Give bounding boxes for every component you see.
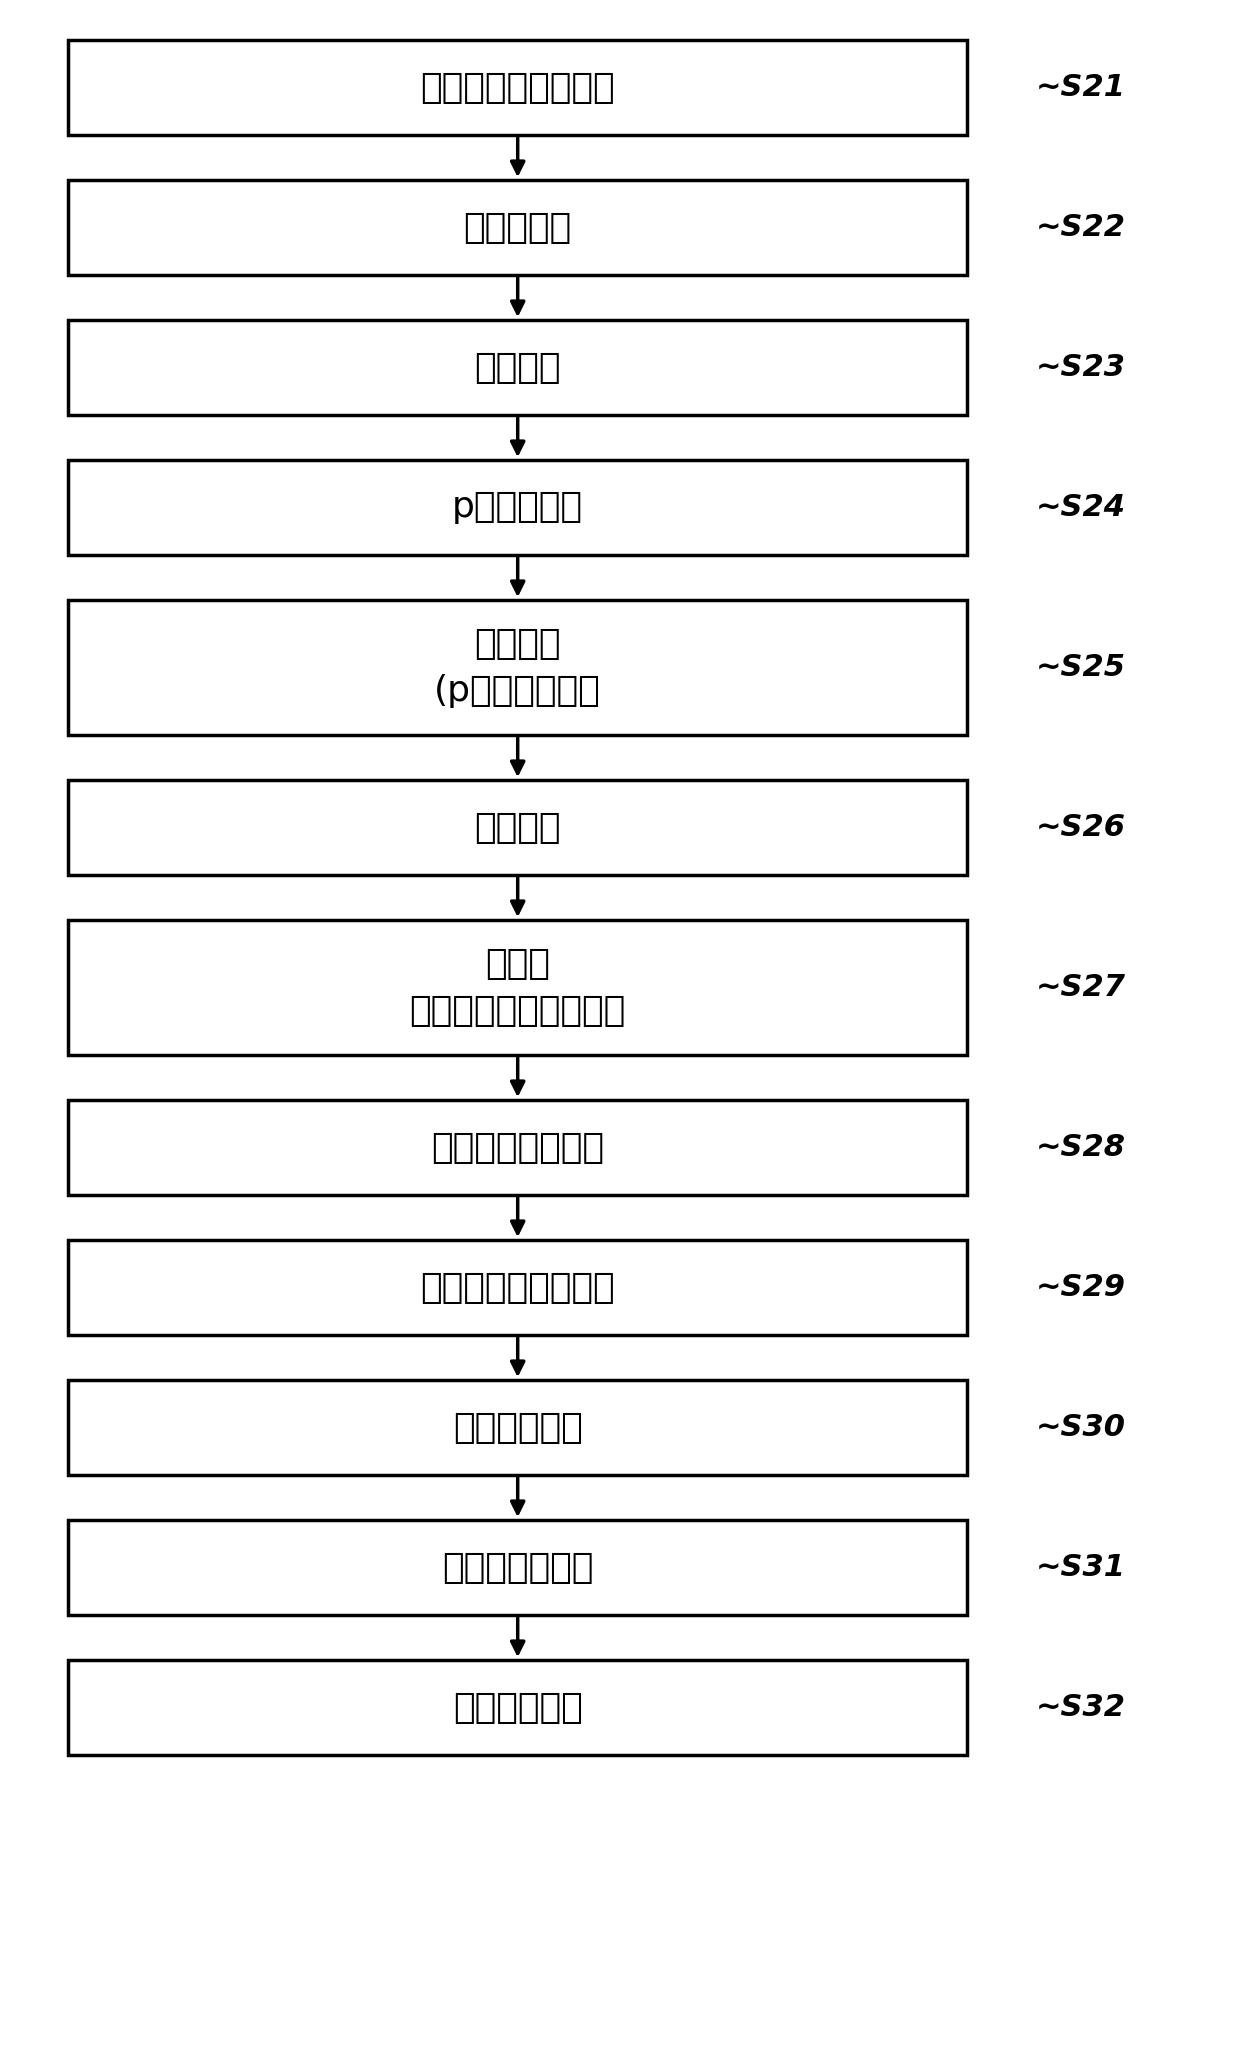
Bar <box>68 1519 967 1614</box>
Bar <box>68 320 967 415</box>
Bar <box>68 180 967 275</box>
Bar <box>68 1660 967 1755</box>
Text: ∼S22: ∼S22 <box>1035 213 1126 242</box>
Text: 形成正面电极: 形成正面电极 <box>453 1410 583 1445</box>
Bar <box>68 1100 967 1195</box>
Bar <box>68 1381 967 1476</box>
Text: ∼S23: ∼S23 <box>1035 353 1126 382</box>
Text: 激光退火
(p型杂质活化）: 激光退火 (p型杂质活化） <box>434 626 601 709</box>
Bar <box>68 920 967 1054</box>
Text: 形成背面电极: 形成背面电极 <box>453 1691 583 1724</box>
Text: 形成接触孔: 形成接触孔 <box>464 211 572 244</box>
Bar <box>68 599 967 736</box>
Text: 形成正面侧的各部分: 形成正面侧的各部分 <box>420 70 615 105</box>
Bar <box>68 39 967 134</box>
Text: ∼S30: ∼S30 <box>1035 1414 1126 1443</box>
Text: ∼S26: ∼S26 <box>1035 812 1126 841</box>
Text: ∼S25: ∼S25 <box>1035 653 1126 682</box>
Text: 炉退火
（无序减少、施主化）: 炉退火 （无序减少、施主化） <box>409 947 626 1027</box>
Text: ∼S32: ∼S32 <box>1035 1693 1126 1722</box>
Text: ∼S29: ∼S29 <box>1035 1273 1126 1302</box>
Text: ∼S21: ∼S21 <box>1035 72 1126 101</box>
Text: ∼S27: ∼S27 <box>1035 974 1126 1002</box>
Text: 背面研磨: 背面研磨 <box>475 351 560 384</box>
Bar <box>68 461 967 556</box>
Text: 形成背面势垒金属: 形成背面势垒金属 <box>432 1131 604 1164</box>
Text: ∼S24: ∼S24 <box>1035 494 1126 523</box>
Text: 质子注入: 质子注入 <box>475 810 560 845</box>
Text: p型杂质注入: p型杂质注入 <box>453 490 583 525</box>
Bar <box>68 779 967 874</box>
Text: 背面势垒金属的烧结: 背面势垒金属的烧结 <box>420 1271 615 1304</box>
Bar <box>68 1240 967 1335</box>
Text: ∼S31: ∼S31 <box>1035 1552 1126 1581</box>
Text: ∼S28: ∼S28 <box>1035 1133 1126 1162</box>
Text: 形成表面保护膜: 形成表面保护膜 <box>441 1550 594 1585</box>
